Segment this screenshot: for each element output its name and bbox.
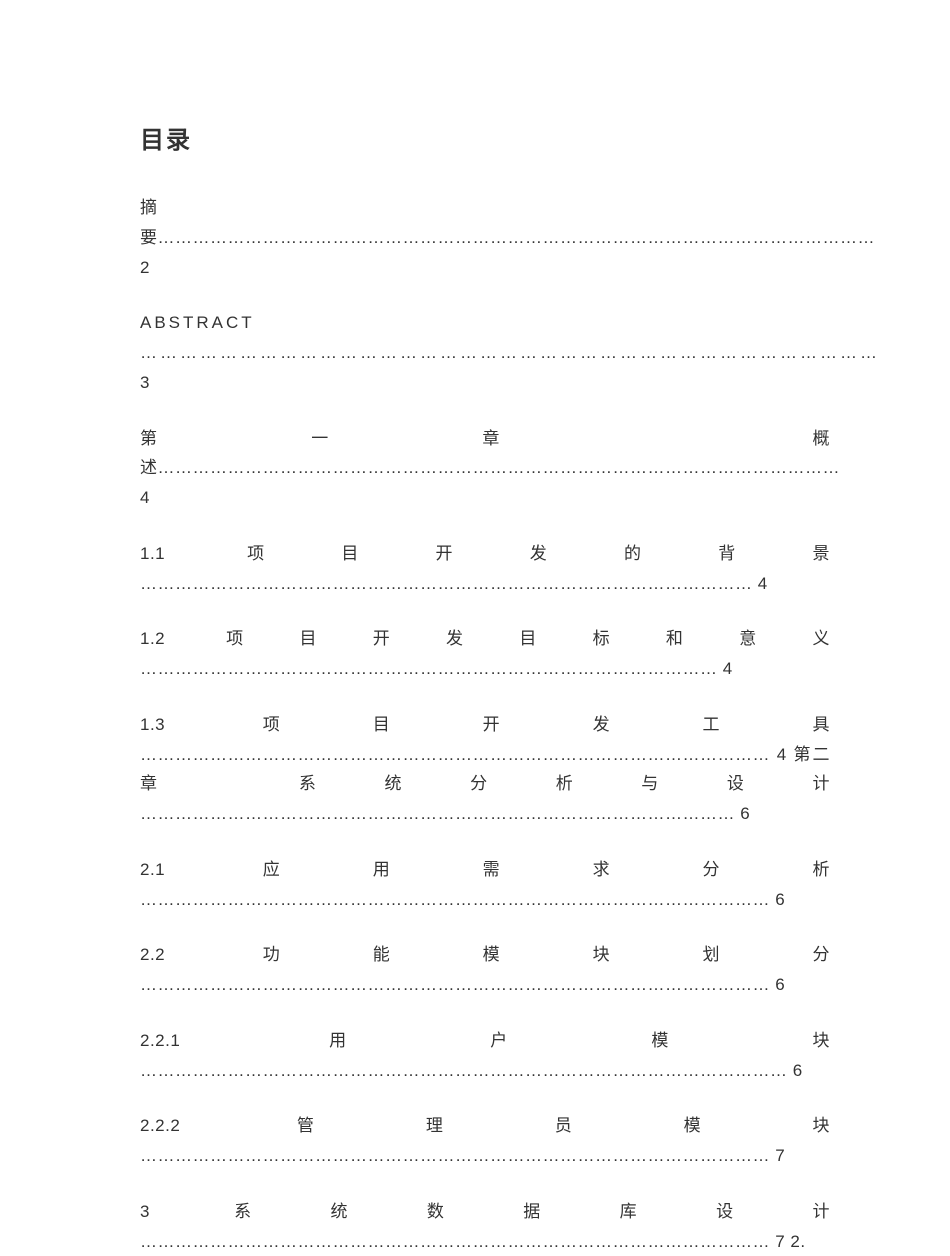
toc-entry: 2.2 功能模块划分 ……………………………………………………………………………… <box>140 940 830 1000</box>
toc-entry: 3 系统数据库设计 ………………………………………………………………………………… <box>140 1197 830 1256</box>
toc-list: 摘要……………………………………………………………………………………………………… <box>140 193 830 1256</box>
toc-entry: ABSTRACT …………………………………………………………………………………… <box>140 308 830 397</box>
toc-entry: 摘要……………………………………………………………………………………………………… <box>140 193 830 282</box>
toc-entry: 2.2.1 用户模块 ……………………………………………………………………………… <box>140 1026 830 1086</box>
toc-entry: 2.1 应用需求分析 ……………………………………………………………………………… <box>140 855 830 915</box>
toc-entry: 2.2.2 管理员模块 …………………………………………………………………………… <box>140 1111 830 1171</box>
toc-entry: 第一章 概述…………………………………………………………………………………………… <box>140 424 830 513</box>
toc-entry: 1.3 项目开发工具 ……………………………………………………………………………… <box>140 710 830 829</box>
toc-entry: 1.2 项目开发目标和意义 ……………………………………………………………………… <box>140 624 830 684</box>
toc-entry: 1.1 项目开发的背景 …………………………………………………………………………… <box>140 539 830 599</box>
toc-title: 目录 <box>140 120 830 155</box>
